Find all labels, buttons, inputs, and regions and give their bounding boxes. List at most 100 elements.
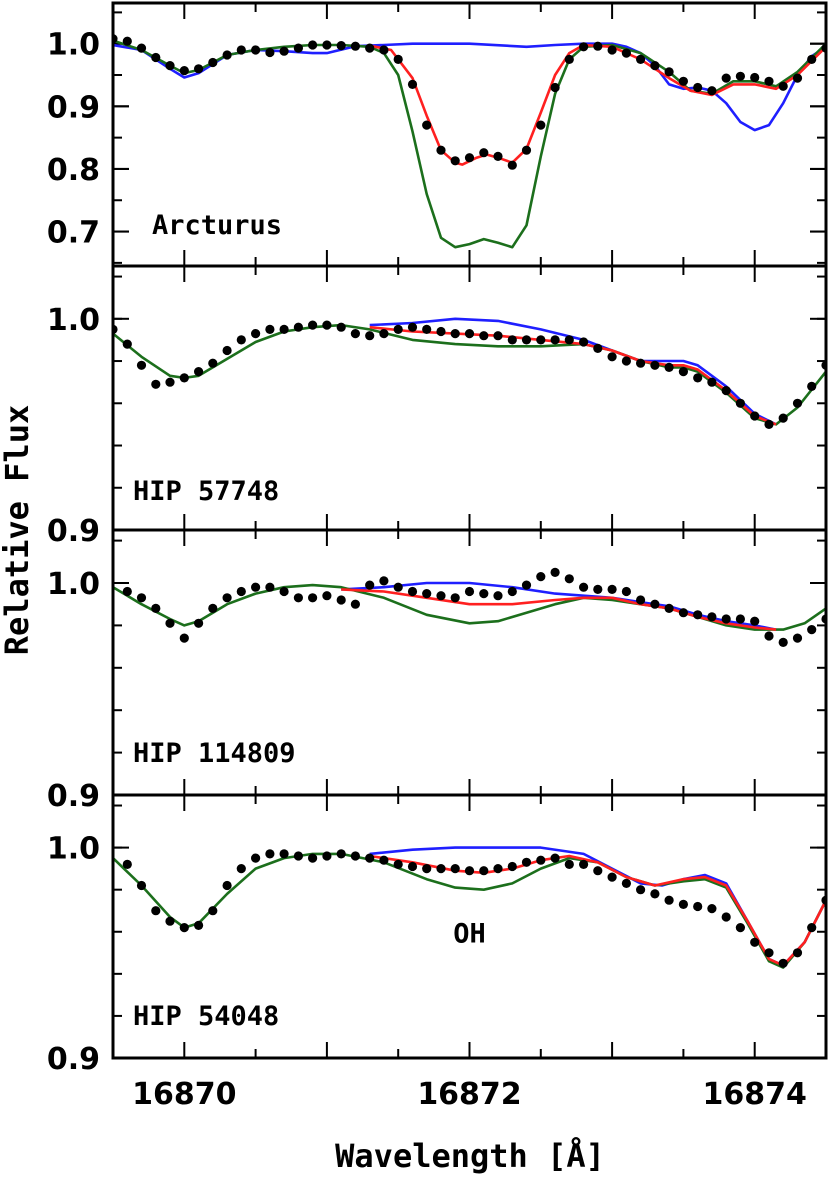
observed-point bbox=[579, 42, 589, 52]
observed-point bbox=[165, 61, 175, 71]
panel-2: 1.0 0.9 HIP 114809 bbox=[47, 528, 828, 814]
observed-point bbox=[293, 43, 303, 53]
observed-point bbox=[350, 329, 360, 339]
observed-point bbox=[179, 633, 189, 643]
observed-point bbox=[464, 866, 475, 876]
observed-point bbox=[650, 360, 660, 370]
observed-point bbox=[564, 859, 574, 870]
observed-point bbox=[536, 335, 546, 345]
observed-point bbox=[450, 156, 460, 166]
observed-point bbox=[621, 356, 632, 366]
observed-point bbox=[151, 379, 161, 389]
panel-1-plot-area bbox=[113, 317, 826, 429]
observed-point bbox=[165, 916, 175, 926]
observed-point bbox=[407, 322, 418, 332]
observed-point bbox=[436, 145, 446, 155]
observed-point bbox=[593, 343, 603, 353]
observed-point bbox=[735, 923, 746, 933]
observed-point bbox=[365, 331, 375, 341]
observed-point bbox=[707, 377, 717, 387]
observed-point bbox=[778, 958, 788, 968]
observed-point bbox=[208, 57, 218, 68]
observed-point bbox=[550, 567, 560, 578]
observed-point bbox=[764, 76, 774, 86]
panel-label: HIP 54048 bbox=[133, 1001, 279, 1032]
observed-point bbox=[293, 322, 303, 332]
observed-point bbox=[279, 849, 289, 859]
y-tick-label: 0.9 bbox=[47, 514, 100, 549]
observed-point bbox=[479, 866, 489, 876]
observed-point bbox=[236, 586, 246, 597]
observed-point bbox=[379, 45, 389, 55]
observed-point bbox=[593, 584, 603, 595]
x-tick-label: 16872 bbox=[417, 1077, 521, 1112]
observed-point bbox=[464, 153, 475, 163]
observed-point bbox=[607, 352, 617, 362]
observed-point bbox=[521, 580, 532, 590]
y-tick-label: 1.0 bbox=[47, 303, 100, 338]
y-axis-title: Relative Flux bbox=[0, 405, 36, 655]
observed-point bbox=[279, 586, 289, 597]
panel-0-plot-area bbox=[113, 34, 826, 249]
observed-point bbox=[265, 47, 275, 58]
observed-point bbox=[222, 880, 232, 891]
observed-point bbox=[664, 603, 674, 614]
observed-point bbox=[322, 851, 332, 861]
observed-point bbox=[165, 377, 175, 387]
observed-point bbox=[336, 41, 346, 51]
observed-point bbox=[550, 853, 560, 863]
observed-point bbox=[792, 398, 803, 408]
observed-point bbox=[493, 864, 503, 874]
observed-point bbox=[807, 923, 817, 933]
observed-point bbox=[464, 329, 475, 339]
x-tick-label: 16870 bbox=[132, 1077, 236, 1112]
observed-point bbox=[279, 46, 289, 56]
model-line-red bbox=[341, 588, 777, 631]
observed-point bbox=[336, 322, 346, 332]
observed-point bbox=[778, 81, 788, 91]
observed-point bbox=[664, 362, 674, 372]
observed-point bbox=[165, 618, 175, 628]
observed-point bbox=[750, 937, 760, 947]
observed-point bbox=[507, 586, 517, 597]
observed-point bbox=[493, 151, 503, 161]
oh-annotation: OH bbox=[453, 919, 486, 950]
observed-point bbox=[707, 612, 717, 622]
observed-point bbox=[778, 637, 788, 648]
observed-point bbox=[750, 616, 760, 626]
observed-point bbox=[393, 582, 403, 592]
observed-point bbox=[721, 386, 731, 396]
observed-point bbox=[365, 43, 375, 53]
observed-point bbox=[650, 889, 660, 899]
observed-point bbox=[764, 948, 774, 958]
observed-point bbox=[393, 324, 403, 334]
observed-point bbox=[122, 339, 132, 349]
observed-point bbox=[550, 335, 560, 345]
observed-point bbox=[350, 599, 360, 609]
observed-point bbox=[564, 335, 574, 345]
observed-point bbox=[365, 853, 375, 863]
observed-point bbox=[208, 603, 218, 614]
observed-point bbox=[678, 76, 689, 86]
panel-3-plot-area bbox=[113, 846, 826, 969]
observed-point bbox=[678, 608, 689, 618]
observed-point bbox=[194, 367, 204, 377]
model-line-blue bbox=[369, 317, 777, 426]
model-line-green bbox=[113, 323, 826, 426]
panel-label: HIP 57748 bbox=[133, 476, 279, 507]
observed-point bbox=[621, 878, 632, 889]
observed-point bbox=[179, 923, 189, 933]
y-tick-label: 1.0 bbox=[47, 832, 100, 867]
observed-point bbox=[593, 866, 603, 876]
y-tick-label: 1.0 bbox=[47, 28, 100, 63]
observed-point bbox=[422, 120, 432, 130]
observed-point bbox=[350, 41, 360, 51]
observed-point bbox=[222, 345, 232, 356]
observed-point bbox=[650, 61, 660, 71]
y-tick-label: 0.9 bbox=[47, 90, 100, 125]
observed-point bbox=[550, 82, 560, 93]
observed-point bbox=[507, 160, 517, 170]
observed-point bbox=[251, 329, 261, 339]
observed-point bbox=[308, 40, 318, 50]
observed-point bbox=[764, 631, 774, 641]
